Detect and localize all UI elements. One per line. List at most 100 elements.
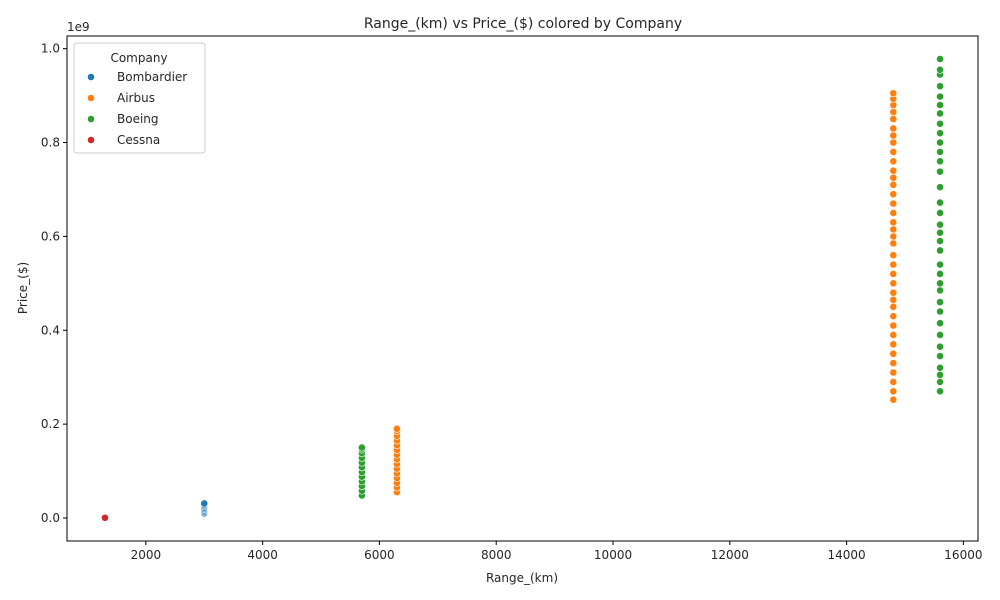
data-point-airbus [889,108,898,116]
data-point-airbus [889,288,898,297]
plot-frame [66,35,979,542]
data-point-boeing [936,352,944,360]
y-axis-ticks: 0.0 0.2 0.4 0.6 0.8 1.0 [41,42,67,525]
data-point-airbus [889,218,898,227]
y-tick-label: 0.8 [41,136,60,150]
data-point-airbus [889,124,898,133]
data-point-boeing [936,220,944,229]
data-point-boeing [936,198,944,207]
data-point-airbus [889,115,898,123]
data-point-airbus [889,232,898,241]
data-point-airbus [889,251,898,260]
legend-entries: Bombardier Airbus Boeing Cessna [87,70,187,147]
y-tick-label: 0.4 [41,323,60,337]
data-point-boeing [936,307,944,316]
x-axis-label: Range_(km) [486,571,558,585]
data-point-boeing [936,148,944,156]
legend: Company Bombardier Airbus Boeing Cessna [73,42,206,154]
x-tick-label: 2000 [131,548,162,562]
data-point-boeing [936,279,944,288]
data-point-boeing [936,363,944,372]
data-point-airbus [889,295,898,304]
data-point-boeing [936,342,944,351]
y-axis-label: Price_($) [16,262,30,314]
data-point-boeing [936,237,944,245]
data-point-boeing [936,101,944,109]
data-point-boeing [936,246,944,255]
data-point-airbus [889,377,898,386]
points-layer [101,55,944,522]
legend-marker-boeing [87,115,95,123]
data-point-airbus [889,312,898,321]
x-tick-label: 6000 [364,548,395,562]
data-point-boeing [936,167,944,176]
data-point-boeing [936,286,944,295]
data-point-boeing [936,270,944,278]
data-point-boeing [936,370,944,379]
data-point-airbus [393,424,401,433]
data-point-boeing [358,443,366,452]
data-point-boeing [936,129,944,138]
data-point-airbus [889,368,898,377]
data-point-boeing [936,377,944,386]
data-point-boeing [936,319,944,328]
data-point-airbus [889,340,898,349]
legend-box [73,42,206,154]
data-point-airbus [889,239,898,248]
data-point-airbus [889,138,898,147]
data-point-boeing [936,92,944,101]
plot-area [67,36,978,541]
data-point-boeing [936,55,944,63]
legend-marker-airbus [87,94,95,102]
legend-marker-bombardier [87,73,95,81]
x-tick-label: 16000 [944,548,982,562]
data-point-airbus [889,173,898,182]
legend-label-bombardier: Bombardier [117,70,187,84]
data-point-boeing [936,157,944,166]
x-tick-label: 12000 [711,548,749,562]
data-point-airbus [889,359,898,368]
data-point-airbus [889,148,898,156]
data-point-airbus [889,279,898,288]
data-point-airbus [889,190,898,199]
data-point-airbus [889,387,898,396]
data-point-boeing [936,228,944,237]
data-point-boeing [936,183,944,192]
legend-title: Company [110,51,167,65]
x-tick-label: 14000 [828,548,866,562]
data-point-boeing [936,209,944,217]
x-tick-label: 8000 [481,548,512,562]
data-point-airbus [889,157,898,166]
data-point-airbus [889,131,898,140]
data-point-airbus [889,321,898,330]
data-point-cessna [101,513,109,522]
chart-title: Range_(km) vs Price_($) colored by Compa… [364,16,682,32]
data-point-airbus [889,302,898,311]
x-tick-label: 4000 [247,548,278,562]
legend-marker-cessna [87,136,95,144]
y-tick-label: 1.0 [41,42,60,56]
data-point-airbus [889,180,898,189]
data-point-airbus [889,270,898,278]
data-point-boeing [936,298,944,307]
y-offset-label: 1e9 [67,20,90,34]
data-point-boeing [936,82,944,91]
legend-label-boeing: Boeing [117,112,159,126]
data-point-airbus [889,349,898,358]
data-point-airbus [889,395,898,404]
data-point-airbus [889,225,898,234]
data-point-boeing [936,109,944,118]
legend-label-airbus: Airbus [117,91,155,105]
data-point-boeing [936,65,944,74]
y-tick-label: 0.6 [41,229,60,243]
legend-label-cessna: Cessna [117,133,160,147]
data-point-boeing [936,331,944,339]
data-point-airbus [889,89,898,98]
y-tick-label: 0.0 [41,511,60,525]
y-tick-label: 0.2 [41,417,60,431]
data-point-airbus [889,209,898,217]
data-point-airbus [889,166,898,175]
x-tick-label: 10000 [594,548,632,562]
data-point-boeing [936,138,944,147]
